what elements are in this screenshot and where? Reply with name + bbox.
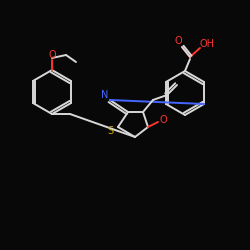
Text: OH: OH [200, 39, 214, 49]
Text: O: O [159, 115, 167, 125]
Text: N: N [101, 90, 109, 100]
Text: O: O [174, 36, 182, 46]
Text: O: O [48, 50, 56, 60]
Text: S: S [107, 126, 113, 136]
